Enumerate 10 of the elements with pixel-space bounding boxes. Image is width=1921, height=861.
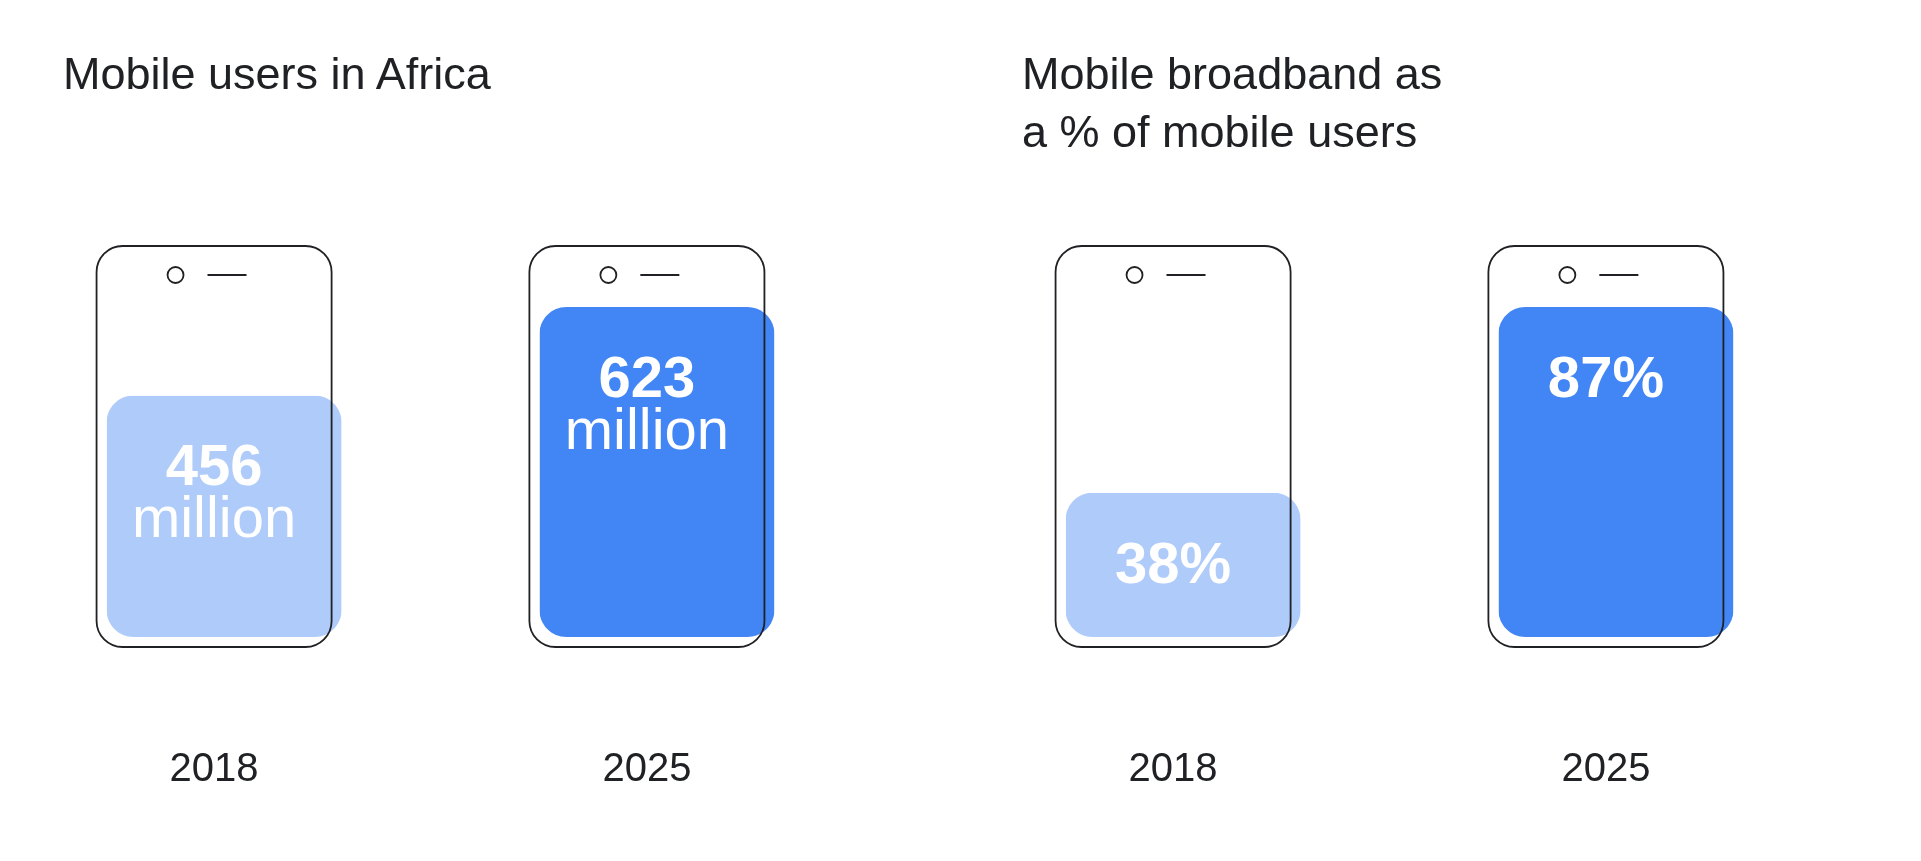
x-tick-label: 2025	[1561, 744, 1651, 789]
x-tick-label: 2018	[169, 744, 259, 789]
x-tick-label: 2025	[602, 744, 692, 789]
data-label: 623 million	[564, 344, 730, 461]
x-tick-label: 2018	[1128, 744, 1218, 789]
data-label: 87%	[1547, 344, 1664, 409]
chart-title: Mobile users in Africa	[63, 48, 492, 99]
data-label: 456 million	[131, 432, 297, 550]
chart-title: Mobile broadband as a % of mobile users	[1022, 48, 1443, 157]
data-label: 38%	[1115, 529, 1232, 595]
